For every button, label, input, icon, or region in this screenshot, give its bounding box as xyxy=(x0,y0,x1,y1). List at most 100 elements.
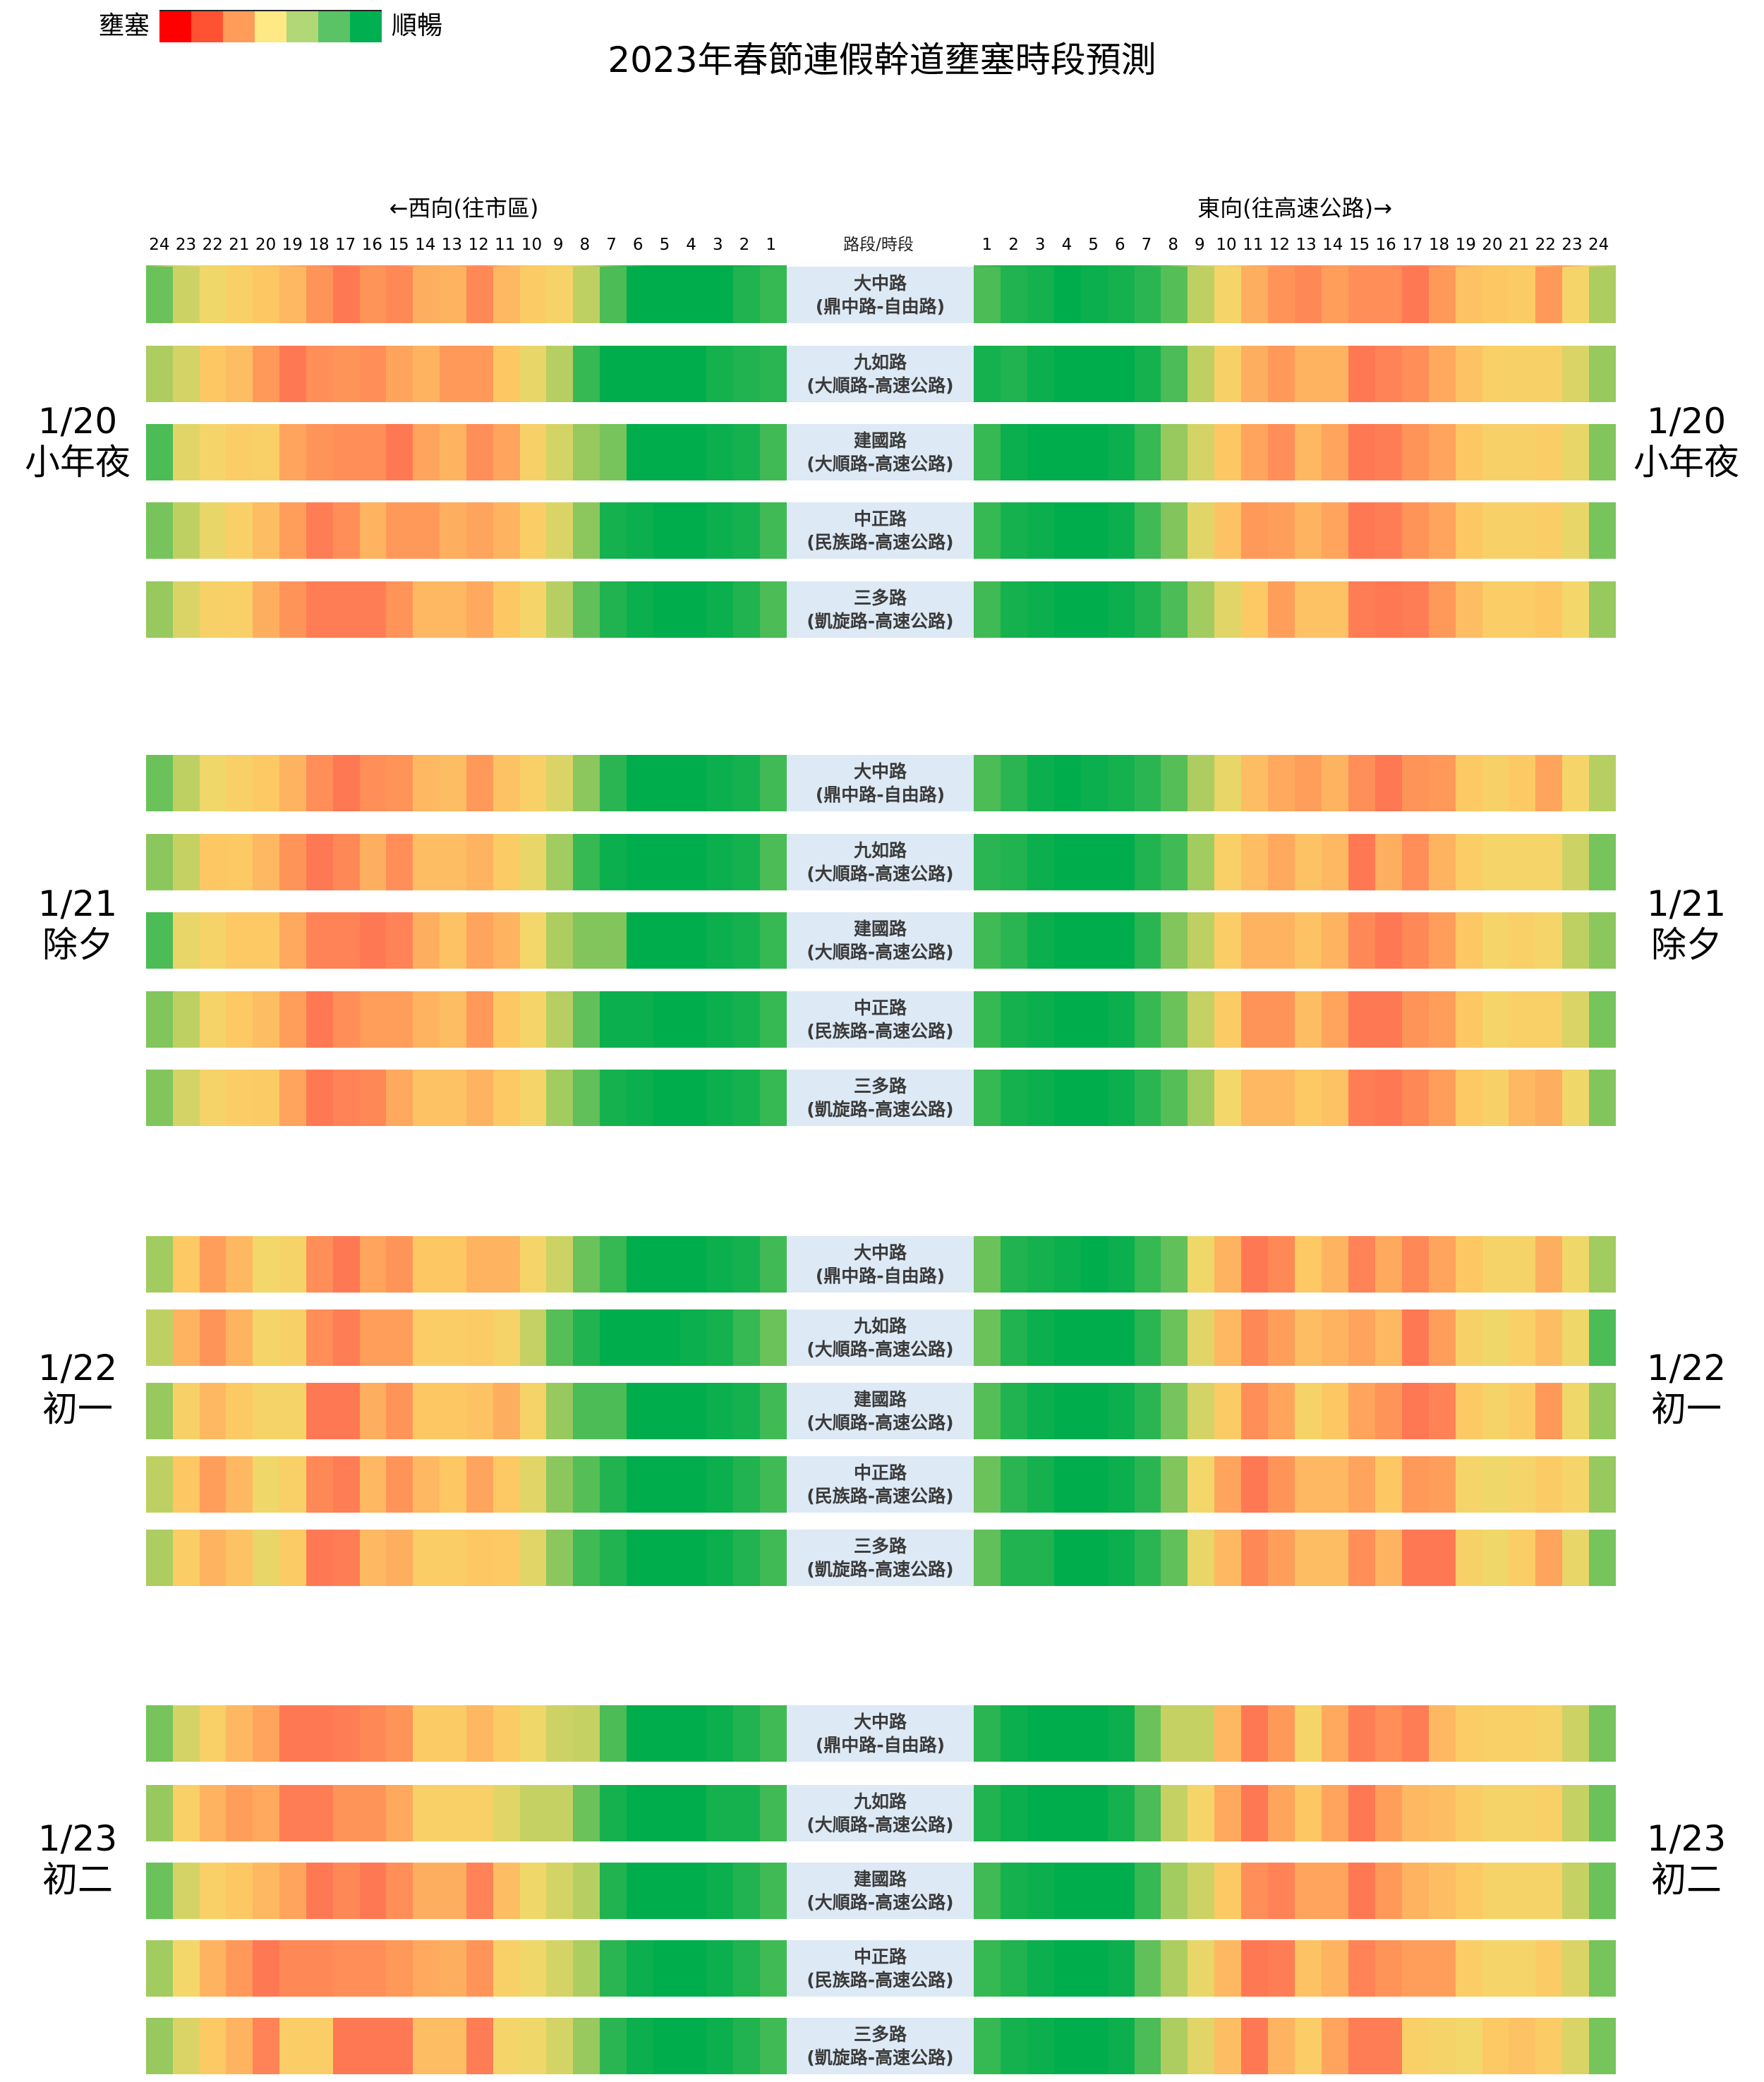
heatmap-cell xyxy=(386,1070,413,1126)
heatmap-cell xyxy=(1188,1863,1215,1919)
heatmap-cell xyxy=(1134,267,1161,323)
heatmap-cell xyxy=(1027,1070,1054,1126)
heatmap-cell xyxy=(706,2018,734,2074)
heatmap-cell xyxy=(1401,834,1429,890)
heatmap-cell xyxy=(600,1070,627,1126)
heatmap-cell xyxy=(733,1705,761,1762)
heatmap-cell xyxy=(1509,424,1536,480)
heatmap-cell xyxy=(253,581,280,638)
heatmap-cell xyxy=(1188,1940,1215,1997)
road-name: 九如路 xyxy=(853,840,907,861)
road-row: 中正路 (民族路-高速公路) xyxy=(0,1940,1764,1997)
heatmap-cell xyxy=(1241,1940,1269,1997)
heatmap-cell xyxy=(653,1863,680,1919)
eastbound-strip xyxy=(974,424,1617,480)
heatmap-cell xyxy=(626,1070,653,1126)
heatmap-cell xyxy=(1509,1530,1536,1586)
heatmap-cell xyxy=(1107,755,1135,811)
heatmap-cell xyxy=(519,991,547,1048)
eastbound-strip xyxy=(974,1236,1617,1293)
heatmap-cell xyxy=(1241,502,1269,559)
heatmap-cell xyxy=(974,1070,1001,1126)
heatmap-cell xyxy=(172,1309,200,1366)
heatmap-cell xyxy=(306,267,333,323)
heatmap-cell xyxy=(1535,1309,1563,1366)
heatmap-cell xyxy=(653,1530,680,1586)
heatmap-cell xyxy=(1428,991,1456,1048)
heatmap-cell xyxy=(600,1530,627,1586)
heatmap-cell xyxy=(1509,1383,1536,1439)
eastbound-strip xyxy=(974,1530,1617,1586)
heatmap-cell xyxy=(386,1456,413,1513)
heatmap-cell xyxy=(466,1530,493,1586)
heatmap-cell xyxy=(1455,912,1482,969)
date-label-left: 1/20 小年夜 xyxy=(0,401,155,483)
eastbound-hour-label: 23 xyxy=(1561,236,1583,254)
heatmap-cell xyxy=(1482,1236,1509,1293)
heatmap-cell xyxy=(600,346,627,402)
heatmap-cell xyxy=(386,1863,413,1919)
heatmap-cell xyxy=(306,1530,333,1586)
road-segment-column-header: 路段/時段 xyxy=(843,236,914,254)
westbound-hour-label: 4 xyxy=(686,236,696,254)
heatmap-cell xyxy=(1482,1785,1509,1841)
westbound-hour-label: 22 xyxy=(202,236,223,254)
heatmap-cell xyxy=(1268,267,1295,323)
heatmap-cell xyxy=(386,1383,413,1439)
heatmap-cell xyxy=(466,1785,493,1841)
heatmap-cell xyxy=(1080,1705,1108,1762)
legend-congested-label: 壅塞 xyxy=(99,11,150,40)
road-name: 中正路 xyxy=(853,509,907,529)
heatmap-cell xyxy=(1535,1383,1563,1439)
heatmap-cell xyxy=(1375,1070,1402,1126)
heatmap-cell xyxy=(1080,1530,1108,1586)
heatmap-cell xyxy=(359,424,387,480)
eastbound-strip xyxy=(974,912,1617,969)
heatmap-cell xyxy=(413,1070,440,1126)
heatmap-cell xyxy=(1053,912,1081,969)
heatmap-cell xyxy=(1509,267,1536,323)
road-row: 大中路 (鼎中路-自由路) xyxy=(0,1236,1764,1293)
heatmap-cell xyxy=(1509,581,1536,638)
heatmap-cell xyxy=(1241,1070,1269,1126)
heatmap-cell xyxy=(1589,755,1617,811)
heatmap-cell xyxy=(1268,424,1295,480)
heatmap-cell xyxy=(1321,1456,1348,1513)
heatmap-cell xyxy=(1214,1863,1242,1919)
heatmap-cell xyxy=(279,1785,306,1841)
heatmap-cell xyxy=(279,1070,306,1126)
heatmap-cell xyxy=(1589,1236,1617,1293)
westbound-hour-label: 20 xyxy=(255,236,277,254)
heatmap-cell xyxy=(1188,2018,1215,2074)
heatmap-cell xyxy=(1295,2018,1322,2074)
heatmap-cell xyxy=(1509,755,1536,811)
heatmap-cell xyxy=(733,834,761,890)
heatmap-cell xyxy=(519,1383,547,1439)
heatmap-cell xyxy=(493,346,520,402)
heatmap-cell xyxy=(760,2018,787,2074)
heatmap-cell xyxy=(493,267,520,323)
road-segment-label: 中正路 (民族路-高速公路) xyxy=(787,502,974,559)
heatmap-cell xyxy=(1535,912,1563,969)
road-name: 九如路 xyxy=(853,1791,907,1812)
heatmap-cell xyxy=(1482,1309,1509,1366)
eastbound-hour-label: 8 xyxy=(1168,236,1178,254)
heatmap-cell xyxy=(1080,991,1108,1048)
heatmap-cell xyxy=(1241,267,1269,323)
westbound-strip xyxy=(146,346,787,402)
road-name: 建國路 xyxy=(853,1869,907,1889)
heatmap-cell xyxy=(974,991,1001,1048)
heatmap-cell xyxy=(332,1705,360,1762)
heatmap-cell xyxy=(1295,346,1322,402)
heatmap-cell xyxy=(1589,1705,1617,1762)
heatmap-cell xyxy=(1188,1530,1215,1586)
heatmap-cell xyxy=(172,1070,200,1126)
heatmap-cell xyxy=(1482,1863,1509,1919)
heatmap-cell xyxy=(519,1309,547,1366)
heatmap-cell xyxy=(1375,267,1402,323)
heatmap-cell xyxy=(1080,267,1108,323)
heatmap-cell xyxy=(172,1863,200,1919)
heatmap-cell xyxy=(573,834,600,890)
heatmap-cell xyxy=(626,1940,653,1997)
heatmap-cell xyxy=(1562,1456,1590,1513)
